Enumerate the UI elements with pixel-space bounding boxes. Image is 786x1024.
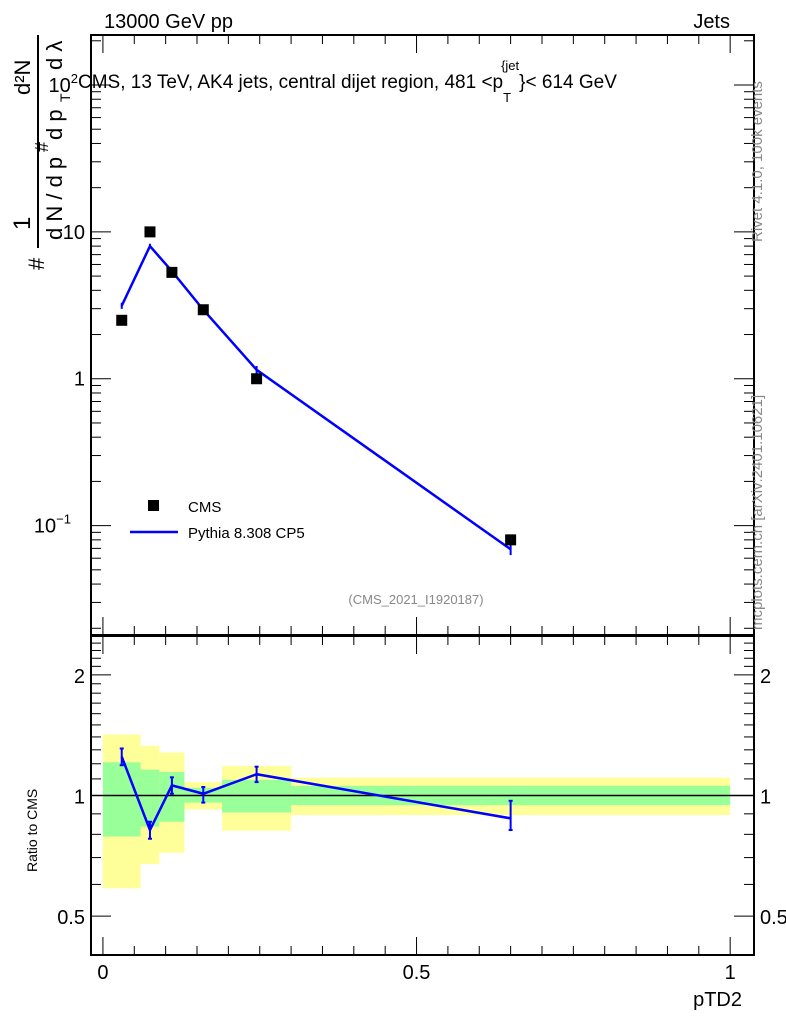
svg-text:d p: d p (42, 109, 67, 140)
ratio-y-tick-label-right: 1 (760, 787, 771, 809)
svg-text:d N / d p: d N / d p (42, 157, 67, 240)
main-frame (90, 34, 755, 636)
rivet-version-label: Rivet 4.1.0, 100k events (749, 81, 766, 242)
y-tick-label: 102 (49, 71, 78, 97)
ratio-y-tick-label-right: 0.5 (760, 907, 786, 929)
legend-cms-marker (148, 500, 159, 511)
ratio-y-axis-label: Ratio to CMS (24, 789, 40, 872)
y-tick-label: 10−1 (34, 512, 71, 538)
stat-uncertainty-band (102, 762, 141, 837)
y-tick-label: 1 (74, 369, 85, 391)
x-tick-label: 1 (725, 962, 736, 984)
main-panel: 102 10 1 10−1 (34, 34, 755, 636)
legend-mc-label: Pythia 8.308 CP5 (188, 525, 305, 542)
plot-title: CMS, 13 TeV, AK4 jets, central dijet reg… (78, 58, 617, 105)
svg-text:1: 1 (9, 217, 36, 230)
x-tick-label: 0 (97, 962, 108, 984)
cms-data-point (116, 314, 128, 326)
ratio-y-tick-label-left: 0.5 (57, 907, 85, 929)
mc-ratio-line (120, 756, 511, 834)
mc-line (120, 243, 512, 551)
svg-text:d λ: d λ (42, 41, 67, 70)
analysis-id-label: (CMS_2021_I1920187) (348, 592, 483, 607)
ratio-y-tick-label-left: 1 (74, 787, 85, 809)
cms-data-point (505, 534, 517, 546)
cms-data-point (251, 373, 263, 385)
cms-data-point (166, 266, 178, 278)
main-y-axis-label: # 1 d N / d p # d p T d²N d λ (9, 35, 73, 270)
x-tick-label: 0.5 (403, 962, 431, 984)
svg-text:T: T (57, 93, 73, 102)
header-right: Jets (693, 11, 730, 33)
cms-data-point (197, 304, 209, 316)
svg-text:d²N: d²N (10, 60, 35, 95)
y-tick-label: 10 (63, 222, 85, 244)
svg-text:#: # (32, 142, 52, 152)
mcplots-label: mcplots.cern.ch [arXiv:2401.10621] (749, 395, 766, 630)
cms-data-point (144, 226, 156, 238)
ratio-y-tick-label-left: 2 (74, 666, 85, 688)
svg-text:#: # (24, 257, 49, 270)
header-left: 13000 GeV pp (104, 11, 233, 33)
legend: CMS Pythia 8.308 CP5 (130, 499, 305, 542)
legend-cms-label: CMS (188, 499, 221, 516)
ratio-panel: 2 2 1 1 0.5 0.5 0 0.5 1 (57, 635, 786, 984)
ratio-y-tick-label-right: 2 (760, 666, 771, 688)
x-axis-label: pTD2 (693, 989, 742, 1011)
stat-uncertainty-band (140, 769, 160, 827)
